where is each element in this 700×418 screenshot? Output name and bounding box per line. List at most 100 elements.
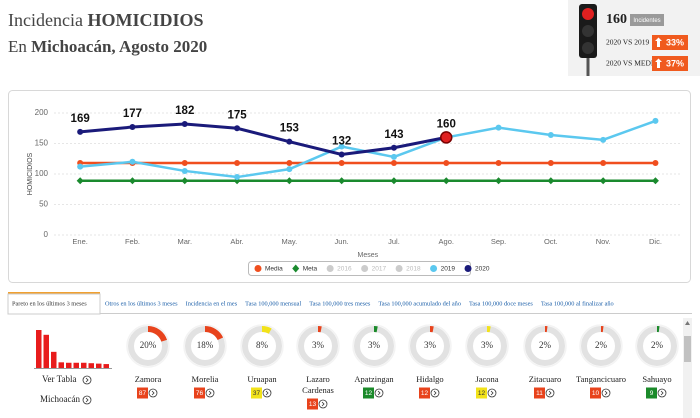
count-badge — [307, 398, 318, 410]
legend-entry[interactable]: 2020 — [475, 266, 490, 273]
tab[interactable]: Tasa 100,000 tres meses — [309, 300, 371, 307]
municipality-name: Sahuayo — [642, 374, 671, 384]
y-tick-label: 50 — [39, 200, 48, 209]
detail-icon[interactable] — [545, 388, 555, 398]
detail-icon[interactable] — [374, 388, 384, 398]
legend-marker[interactable] — [395, 265, 403, 272]
y-tick-label: 150 — [35, 139, 49, 148]
tab[interactable]: Tasa 100,000 acumulado del año — [378, 300, 461, 307]
x-tick-label: Sep. — [491, 237, 506, 246]
count-badge — [251, 387, 262, 399]
tab[interactable]: Tasa 100,000 doce meses — [469, 300, 533, 307]
highlight-marker — [440, 131, 453, 144]
series-line — [80, 122, 447, 157]
point-marker — [495, 160, 502, 167]
detail-icon[interactable] — [262, 388, 272, 398]
point-marker — [76, 177, 84, 185]
legend-entry[interactable]: 2019 — [441, 266, 456, 273]
legend-marker[interactable] — [326, 265, 334, 272]
count-badge — [534, 387, 545, 399]
legend-entry[interactable]: Media — [265, 266, 283, 273]
gauge-shadow — [126, 324, 170, 368]
gauge-label: 2% — [539, 340, 552, 350]
gauge-label: 20% — [140, 340, 157, 350]
link-icon[interactable] — [82, 375, 92, 385]
point-marker — [599, 177, 607, 185]
point-marker — [652, 160, 659, 167]
count-value: 11 — [536, 390, 543, 397]
point-marker — [77, 128, 84, 135]
detail-icon[interactable] — [657, 388, 667, 398]
gauge-arc — [147, 326, 168, 342]
point-marker — [600, 160, 607, 167]
tab[interactable]: Incidencia en el mes — [186, 300, 238, 307]
subtitle: En Michoacán, Agosto 2020 — [8, 37, 207, 56]
gauge-label: 3% — [481, 340, 494, 350]
point-marker — [338, 143, 345, 150]
detail-icon[interactable] — [148, 388, 158, 398]
point-marker — [129, 158, 136, 165]
scrollbar-thumb[interactable] — [684, 336, 691, 362]
detail-icon[interactable] — [487, 388, 497, 398]
legend-marker[interactable] — [464, 265, 472, 272]
tab[interactable]: Tasa 100,000 al finalizar año — [541, 300, 614, 307]
pareto-bar — [58, 362, 64, 368]
link-arrow — [85, 397, 89, 403]
x-tick-label: Ene. — [72, 237, 87, 246]
point-marker — [286, 166, 293, 173]
detail-arrow — [604, 390, 608, 396]
municipality-name: Hidalgo — [416, 374, 443, 384]
x-tick-label: Mar. — [177, 237, 192, 246]
point-marker — [234, 125, 241, 132]
link-icon[interactable] — [82, 395, 92, 405]
pareto-panel — [34, 330, 112, 369]
detail-icon[interactable] — [318, 399, 328, 409]
gauge-label: 2% — [651, 340, 664, 350]
tab-bar: Pareto en los últimos 3 meses Otros en lo… — [7, 293, 614, 315]
pareto-bar — [51, 351, 57, 368]
legend-entry[interactable]: Meta — [303, 266, 318, 273]
x-tick-label: Dic. — [649, 237, 662, 246]
point-marker — [286, 160, 293, 167]
point-marker — [181, 120, 188, 127]
legend-marker[interactable] — [254, 265, 262, 272]
tab[interactable]: Tasa 100,000 mensual — [245, 300, 301, 307]
table-link[interactable]: Ver Tabla — [42, 374, 76, 384]
detail-arrow — [151, 390, 155, 396]
gauge-shadow — [635, 324, 679, 368]
pareto-bar — [66, 362, 72, 368]
legend-entry[interactable]: 2016 — [337, 266, 352, 273]
scroll-up[interactable] — [685, 321, 690, 325]
detail-icon[interactable] — [601, 388, 611, 398]
pareto-bar — [81, 362, 87, 368]
region-link[interactable]: Michoacán — [40, 394, 80, 404]
legend-marker[interactable] — [430, 265, 438, 272]
legend-entry[interactable]: 2017 — [372, 266, 387, 273]
count-value: 10 — [592, 390, 600, 397]
data-label: 177 — [123, 108, 142, 120]
tab[interactable]: Pareto en los últimos 3 meses — [12, 300, 87, 307]
point-marker — [390, 144, 397, 151]
point-marker — [181, 177, 189, 185]
point-marker — [652, 117, 659, 124]
gauge-label: 3% — [312, 340, 325, 350]
subtitle-prefix: En — [8, 37, 27, 56]
count-badge — [363, 387, 374, 399]
municipality-name: Zitacuaro — [529, 374, 562, 384]
municipality-name: Morelia — [192, 374, 219, 384]
detail-icon[interactable] — [205, 388, 215, 398]
legend-entry[interactable]: 2018 — [406, 266, 421, 273]
count-badge — [194, 387, 205, 399]
count-badge — [646, 387, 657, 399]
detail-icon[interactable] — [430, 388, 440, 398]
scrollbar[interactable] — [683, 318, 692, 418]
legend-marker[interactable] — [292, 264, 300, 273]
gauge-shadow — [296, 324, 340, 368]
count-badge — [590, 387, 601, 399]
count-badge — [476, 387, 487, 399]
legend-marker[interactable] — [361, 265, 369, 272]
indicator-value: 160 — [606, 12, 627, 27]
tab[interactable]: Otros en los últimos 3 meses — [105, 300, 178, 307]
pareto-bar — [103, 364, 109, 368]
